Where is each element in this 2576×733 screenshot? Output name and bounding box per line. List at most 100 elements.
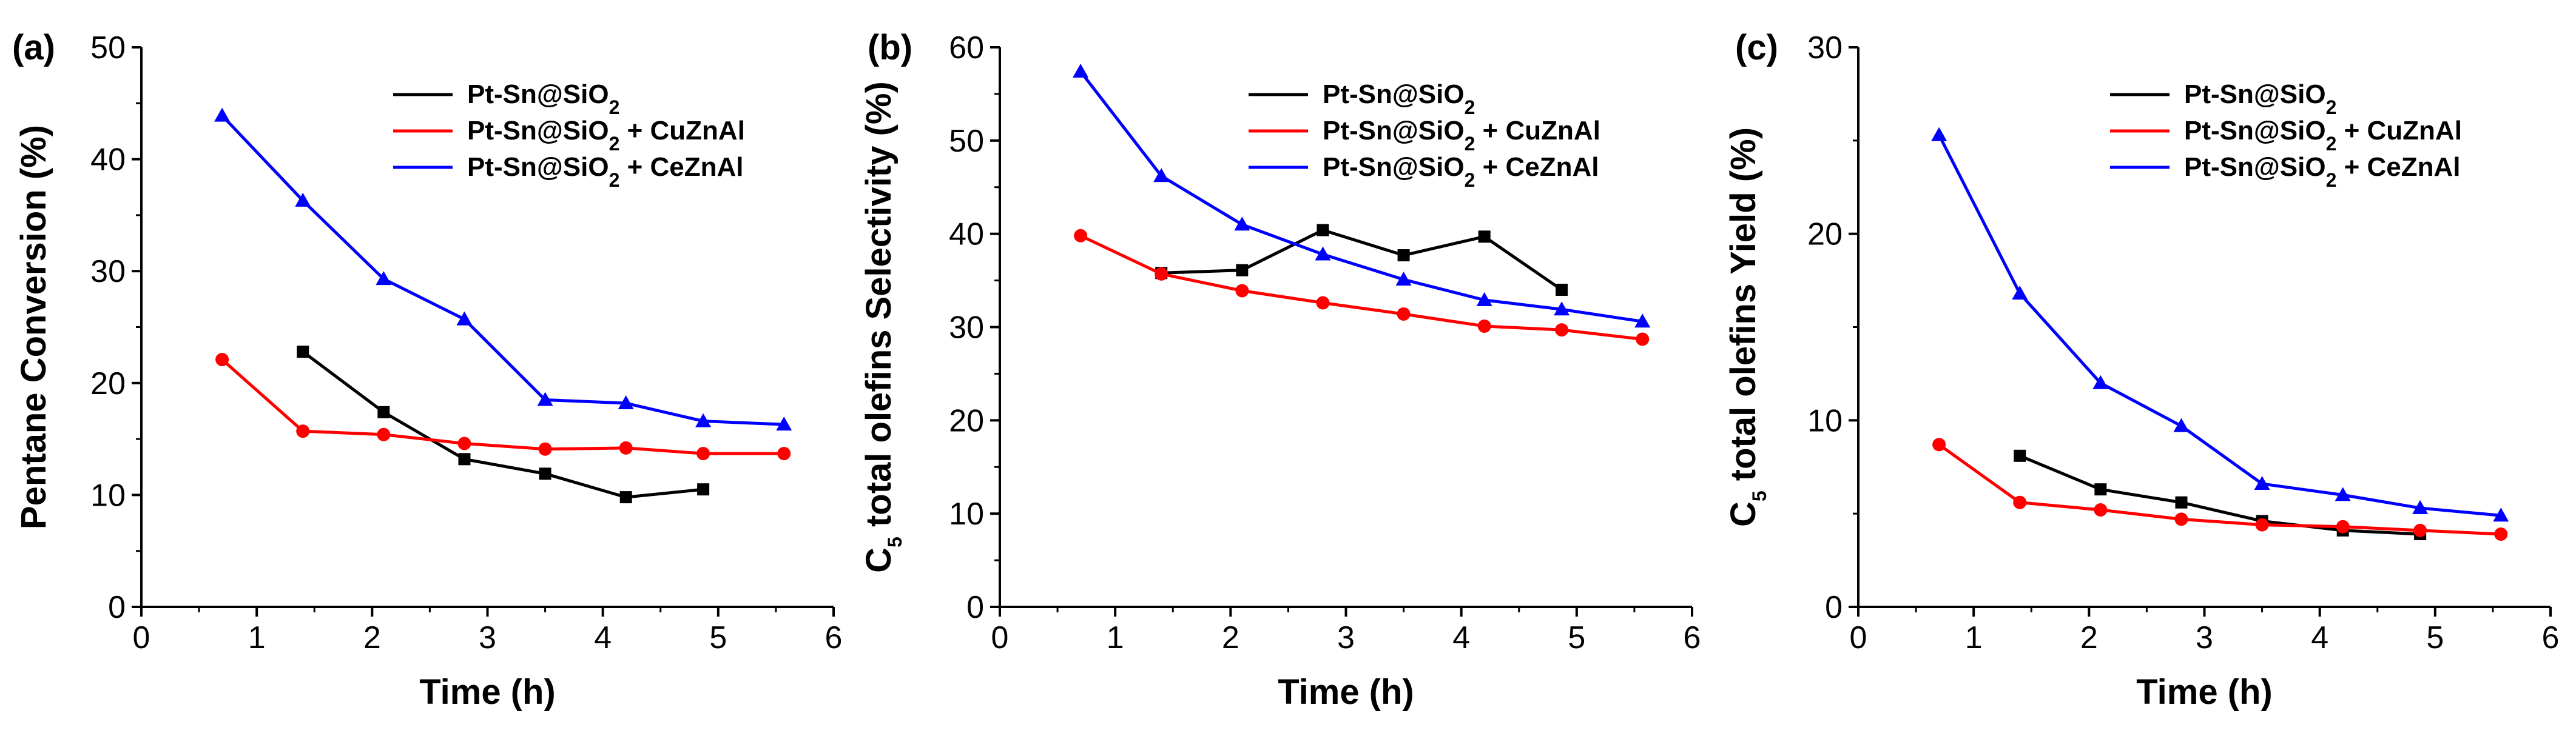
data-point [2094, 483, 2107, 496]
data-point [1554, 301, 1570, 316]
y-tick-label: 0 [108, 590, 126, 625]
legend-name: Pt-Sn@SiO [467, 152, 609, 182]
data-point [1932, 438, 1946, 452]
y-tick-label: 50 [949, 124, 984, 159]
legend-subscript: 2 [609, 133, 620, 155]
data-point [537, 392, 553, 406]
series-line [1079, 70, 1643, 323]
data-point [215, 353, 229, 367]
x-tick-label: 6 [825, 620, 843, 655]
legend-subscript: 2 [1465, 169, 1475, 191]
data-point [458, 453, 471, 466]
data-point [1316, 296, 1330, 310]
y-axis-label-subscript: 5 [1748, 490, 1770, 501]
data-point [1073, 63, 1089, 78]
data-point [1397, 307, 1411, 321]
data-point [2174, 512, 2188, 526]
data-point [1478, 230, 1491, 243]
data-point [2092, 375, 2109, 389]
data-point [297, 346, 309, 358]
y-tick-label: 20 [90, 366, 126, 401]
x-tick-label: 2 [1222, 620, 1239, 655]
data-point [2255, 518, 2269, 532]
x-tick-label: 5 [709, 620, 727, 655]
data-point [1395, 272, 1412, 286]
data-point [1235, 284, 1249, 298]
legend-suffix: + CeZnAl [1475, 152, 1599, 182]
data-point [1634, 313, 1651, 328]
legend-name: Pt-Sn@SiO [1323, 79, 1465, 109]
legend-name: Pt-Sn@SiO [2184, 79, 2326, 109]
x-tick-label: 1 [1107, 620, 1124, 655]
data-point [377, 427, 391, 441]
data-point [1931, 127, 1947, 141]
data-point [695, 413, 712, 427]
legend-subscript: 2 [1465, 133, 1475, 155]
legend-name: Pt-Sn@SiO [467, 79, 609, 109]
data-point [1074, 229, 1088, 243]
x-tick-label: 2 [2080, 620, 2098, 655]
y-tick-label: 20 [1807, 217, 1843, 252]
data-point [539, 467, 551, 480]
data-point [2412, 500, 2429, 514]
y-tick-label: 0 [966, 590, 984, 625]
y-tick-label: 30 [949, 310, 984, 346]
panel-label: (b) [868, 28, 912, 67]
x-tick-label: 0 [991, 620, 1009, 655]
series-2 [1931, 127, 2509, 522]
x-tick-label: 3 [1337, 620, 1355, 655]
data-point [376, 271, 392, 286]
series-line [1080, 234, 1643, 341]
data-point [2012, 286, 2028, 300]
y-axis-label-prefix: C [1724, 501, 1763, 527]
legend-suffix: + CuZnAl [1475, 116, 1600, 146]
data-point [1317, 224, 1329, 236]
legend-entry: Pt-Sn@SiO2 [2184, 79, 2336, 118]
series-1 [1074, 229, 1650, 346]
legend-entry: Pt-Sn@SiO2 + CeZnAl [2184, 152, 2461, 191]
series-1 [215, 353, 791, 461]
legend-suffix: + CeZnAl [619, 152, 743, 182]
series-line [1938, 443, 2501, 536]
y-tick-label: 60 [949, 30, 984, 65]
data-point [1236, 264, 1249, 276]
y-tick-label: 10 [949, 497, 984, 532]
data-point [2413, 523, 2427, 537]
data-point [619, 491, 632, 504]
data-point [1556, 283, 1568, 296]
x-tick-label: 4 [594, 620, 612, 655]
series-1 [1932, 438, 2508, 541]
x-tick-label: 3 [2196, 620, 2213, 655]
legend-subscript: 2 [1465, 96, 1475, 118]
data-point [1234, 216, 1250, 231]
data-point [696, 447, 710, 461]
y-tick-label: 20 [949, 403, 984, 438]
x-tick-label: 5 [2426, 620, 2444, 655]
x-axis-label: Time (h) [2136, 672, 2273, 712]
legend-subscript: 2 [2326, 96, 2337, 118]
x-tick-label: 6 [2542, 620, 2560, 655]
data-point [1155, 267, 1168, 281]
data-point [295, 192, 311, 207]
y-tick-label: 30 [1807, 30, 1843, 65]
x-tick-label: 0 [1850, 620, 1867, 655]
panel-label: (a) [12, 28, 55, 67]
x-tick-label: 4 [1452, 620, 1470, 655]
legend-name: Pt-Sn@SiO [1323, 152, 1465, 182]
data-point [2014, 449, 2026, 462]
data-point [377, 406, 390, 418]
data-point [538, 442, 552, 456]
y-tick-label: 40 [90, 142, 126, 178]
data-point [1555, 323, 1569, 337]
series-line [221, 114, 784, 426]
data-point [1397, 249, 1410, 262]
data-point [1477, 319, 1491, 333]
legend-entry: Pt-Sn@SiO2 + CeZnAl [467, 152, 744, 191]
x-tick-label: 6 [1684, 620, 1701, 655]
series-line [1161, 229, 1563, 292]
data-point [2013, 495, 2027, 509]
